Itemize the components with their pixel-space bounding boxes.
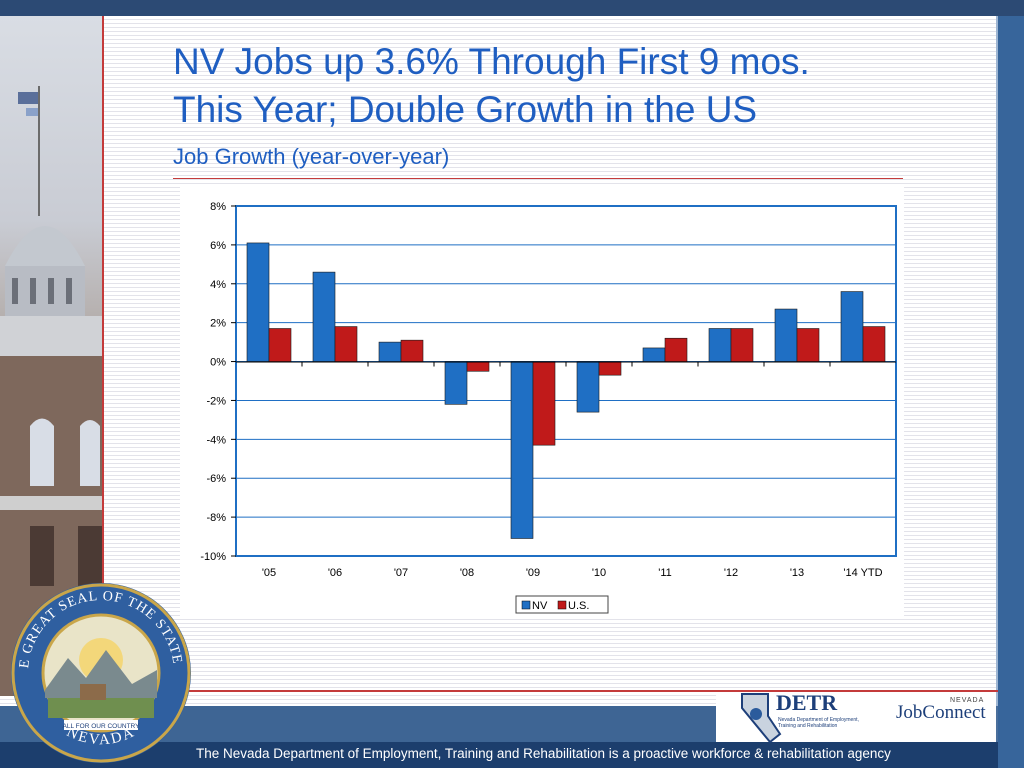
x-tick-label: '08 xyxy=(460,567,474,579)
y-tick-label: -2% xyxy=(206,395,226,407)
jobconnect-nevada-text: NEVADA xyxy=(950,697,985,704)
bottom-divider xyxy=(104,690,998,692)
bar-us xyxy=(862,326,886,362)
x-tick-label: '05 xyxy=(262,567,276,579)
bar-nv xyxy=(510,361,534,539)
bar-us xyxy=(466,361,490,372)
bar-us xyxy=(730,328,754,362)
legend-label-us: U.S. xyxy=(568,600,589,612)
bar-us xyxy=(268,328,292,362)
bar-nv xyxy=(774,308,798,362)
legend-label-nv: NV xyxy=(532,600,548,612)
x-tick-label: '07 xyxy=(394,567,408,579)
y-tick-label: -8% xyxy=(206,512,226,524)
bar-us xyxy=(664,337,688,362)
x-tick-label: '10 xyxy=(592,567,606,579)
detr-logo-icon xyxy=(741,693,782,744)
bar-us xyxy=(532,361,556,446)
bar-nv xyxy=(576,361,600,413)
right-edge-bar xyxy=(998,16,1024,768)
x-tick-label: '14 YTD xyxy=(843,567,882,579)
bar-us xyxy=(334,326,358,362)
bar-nv xyxy=(708,328,732,362)
slide-title-line1: NV Jobs up 3.6% Through First 9 mos. xyxy=(173,41,810,82)
bar-us xyxy=(796,328,820,362)
jobconnect-logo-text: JobConnect xyxy=(896,702,986,723)
detr-logo-text: DETR xyxy=(776,690,838,715)
slide-subtitle: Job Growth (year-over-year) xyxy=(173,144,450,169)
photo-divider xyxy=(102,16,104,692)
x-tick-label: '13 xyxy=(790,567,804,579)
bar-nv xyxy=(840,291,864,362)
y-tick-label: 8% xyxy=(210,201,226,213)
slide-title-line2: This Year; Double Growth in the US xyxy=(173,89,758,130)
right-edge-highlight xyxy=(996,16,998,768)
nevada-state-seal-icon: THE GREAT SEAL OF THE STATE OF NEVADA AL… xyxy=(8,580,191,763)
y-axis-ticks: 8% 6% 4% 2% 0% -2% -4% -6% -8% -10% xyxy=(200,201,236,563)
legend-swatch-us xyxy=(557,600,567,610)
seal-motto: ALL FOR OUR COUNTRY xyxy=(63,723,141,730)
x-tick-label: '06 xyxy=(328,567,342,579)
x-tick-label: '11 xyxy=(658,567,672,579)
capitol-photo xyxy=(0,16,102,696)
title-divider xyxy=(173,178,903,179)
x-tick-label: '12 xyxy=(724,567,738,579)
legend-swatch-nv xyxy=(521,600,531,610)
bar-nv xyxy=(246,242,270,362)
y-tick-label: -10% xyxy=(200,551,226,563)
x-tick-label: '09 xyxy=(526,567,540,579)
bar-nv xyxy=(444,361,468,405)
x-axis-ticks: '05 '06 '07 '08 '09 '10 '11 '12 '13 '14 YTD xyxy=(262,361,883,579)
detr-logo-subtext: Nevada Department of Employment, Trainin… xyxy=(778,717,859,729)
top-bar xyxy=(0,0,1024,16)
footer-bar xyxy=(0,742,998,768)
chart-bars xyxy=(246,242,886,539)
y-tick-label: -4% xyxy=(206,434,226,446)
chart-legend: NV U.S. xyxy=(515,595,609,614)
bar-us xyxy=(400,339,424,362)
bar-us xyxy=(598,361,622,376)
y-tick-label: 6% xyxy=(210,240,226,252)
bar-nv xyxy=(642,347,666,362)
footer-text: The Nevada Department of Employment, Tra… xyxy=(196,746,891,761)
y-tick-label: 2% xyxy=(210,318,226,330)
bar-nv xyxy=(312,271,336,362)
y-tick-label: 4% xyxy=(210,279,226,291)
y-tick-label: 0% xyxy=(210,357,226,369)
plot-frame xyxy=(235,205,897,557)
y-tick-label: -6% xyxy=(206,473,226,485)
bar-nv xyxy=(378,341,402,362)
